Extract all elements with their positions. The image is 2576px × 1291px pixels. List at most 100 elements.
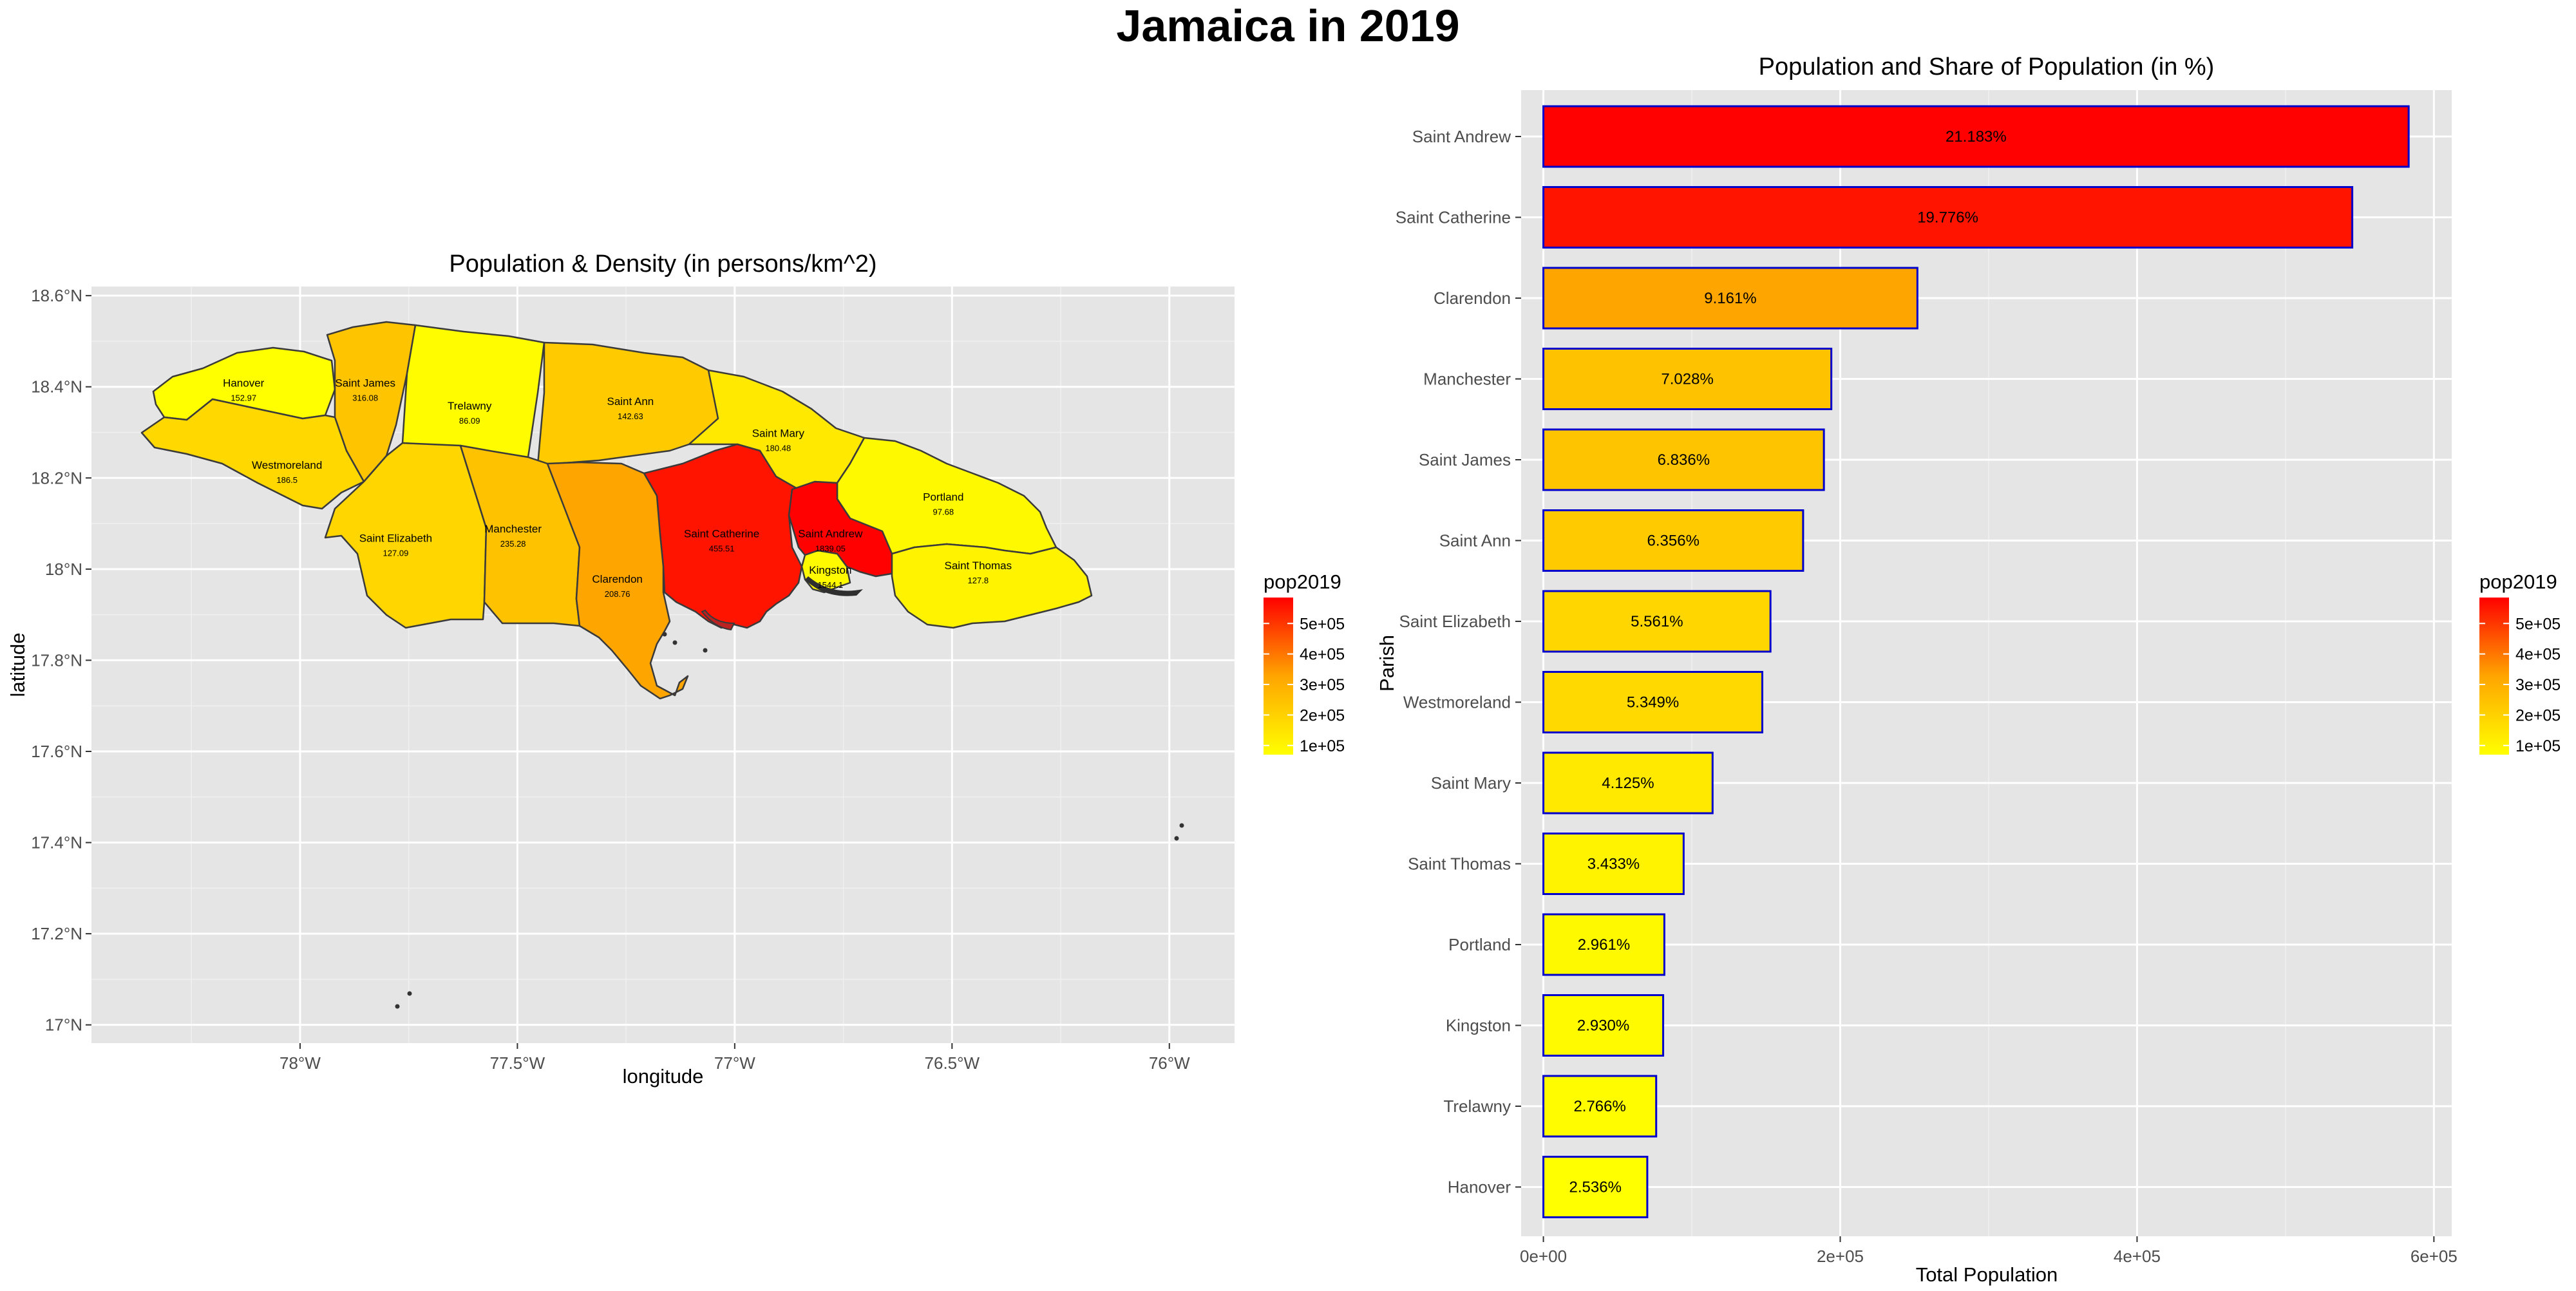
bar-category-label: Trelawny [1443,1097,1511,1116]
map-x-tick-label: 77°W [714,1053,755,1073]
bar-category-label: Saint James [1419,450,1511,469]
bar-legend-label: 3e+05 [2515,676,2561,694]
parish-density-label: 142.63 [618,411,643,421]
map-regions [140,321,1184,1009]
portland-bight-cays [701,609,735,631]
map-x-tick-label: 78°W [279,1053,321,1073]
bar-value-label: 5.561% [1631,613,1683,630]
parish-saint-catherine [643,443,803,629]
bar-legend-label: 4e+05 [2515,646,2561,664]
offshore-cay [407,991,412,996]
map-y-tick-label: 18.2°N [31,468,82,487]
parish-density-label: 127.09 [383,548,409,558]
parish-density-label: 86.09 [459,416,480,426]
bar-y-axis-label: Parish [1376,635,1398,692]
map-y-tick-label: 17.8°N [31,650,82,670]
parish-name-label: Portland [923,491,963,504]
bar [1542,994,1665,1057]
bar [1542,590,1772,653]
map-legend-title: pop2019 [1264,570,1341,593]
parish-name-label: Clarendon [592,573,642,585]
parish-clarendon [546,461,689,700]
map-y-tick-label: 17°N [45,1015,82,1035]
bar-value-label: 2.961% [1578,936,1630,954]
parish-density-label: 208.76 [605,589,630,599]
parish-density-label: 97.68 [933,507,954,517]
parish-name-label: Kingston [809,564,851,576]
map-legend-colorbar [1264,598,1293,755]
bar [1542,186,2354,249]
bar-title: Population and Share of Population (in %… [1759,53,2215,80]
bar-panel-background [1521,90,2452,1236]
bar-category-label: Kingston [1446,1016,1511,1035]
bar [1542,671,1764,733]
map-y-tick-label: 17.2°N [31,924,82,943]
parish-density-label: 1544.1 [817,580,843,590]
palisadoes-spit [805,576,863,596]
offshore-cay [1179,823,1184,828]
bar [1542,105,2410,168]
bar-value-label: 6.836% [1658,451,1710,469]
parish-name-label: Hanover [223,377,265,390]
map-y-tick-label: 18°N [45,560,82,579]
bar-value-label: 4.125% [1602,775,1654,792]
bar-legend-colorbar [2479,598,2509,755]
parish-name-label: Saint James [335,377,395,390]
bar-x-tick-label: 0e+00 [1520,1247,1567,1266]
map-labels: Hanover 152.97 Saint James 316.08 Trelawny 86… [223,377,1012,599]
bar-value-label: 2.766% [1573,1098,1625,1115]
bar [1542,428,1825,491]
parish-density-label: 186.5 [276,475,298,485]
bar-value-label: 6.356% [1647,532,1700,550]
bar-legend-label: 1e+05 [2515,737,2561,755]
parish-saint-james [326,321,417,483]
bar [1542,348,1833,410]
bar-category-label: Westmoreland [1403,693,1511,712]
figure-title: Jamaica in 2019 [1116,1,1460,51]
map-y-axis-label: latitude [6,633,29,697]
offshore-cay [703,648,708,653]
offshore-cay [1174,836,1179,841]
bar-legend-title: pop2019 [2479,570,2557,593]
bar-category-label: Saint Thomas [1408,854,1511,874]
parish-density-label: 316.08 [352,393,378,403]
offshore-cay [395,1004,400,1009]
map-y-tick-label: 17.4°N [31,833,82,853]
bar-category-label: Portland [1448,935,1511,954]
bar-legend-label: 2e+05 [2515,706,2561,724]
map-panel: 78°W 77.5°W 77°W 76.5°W 76°W 17°N 17.2°N 17.4°N… [6,250,1235,1088]
bar [1542,751,1714,815]
bar-value-label: 21.183% [1946,128,2007,146]
map-legend-label: 5e+05 [1300,615,1345,633]
bar-panel: 0e+00 2e+05 4e+05 6e+05 Saint Andrew Saint Ca… [1376,53,2458,1286]
map-legend-label: 4e+05 [1300,646,1345,664]
map-title: Population & Density (in persons/km^2) [449,250,876,278]
bar-category-label: Saint Mary [1431,773,1511,793]
bar-category-label: Saint Catherine [1396,208,1511,227]
parish-density-label: 1839.05 [815,543,846,553]
bar-legend: pop2019 1e+05 2e+05 3e+05 4e+05 5e+05 [2479,570,2561,755]
bar-x-axis-label: Total Population [1916,1263,2058,1286]
bar-value-label: 5.349% [1627,694,1679,711]
parish-density-label: 152.97 [231,393,256,403]
parish-name-label: Manchester [484,523,542,535]
bar-category-label: Manchester [1423,370,1511,389]
parish-name-label: Saint Thomas [945,560,1012,572]
map-x-tick-label: 77.5°W [490,1053,545,1073]
bar-value-label: 9.161% [1704,290,1756,307]
bar [1542,1075,1658,1138]
parish-name-label: Saint Catherine [684,527,759,540]
map-legend-label: 1e+05 [1300,737,1345,755]
parish-density-label: 235.28 [500,539,526,549]
parish-density-label: 180.48 [765,444,791,453]
bar-x-tick-label: 6e+05 [2410,1247,2458,1266]
bar-value-label: 3.433% [1587,856,1640,873]
bar [1542,267,1918,330]
map-y-tick-label: 17.6°N [31,742,82,761]
parish-name-label: Trelawny [448,400,492,412]
bar-category-label: Saint Elizabeth [1399,612,1511,631]
bar [1542,509,1804,572]
bar-x-tick-label: 4e+05 [2114,1247,2161,1266]
map-legend: pop2019 1e+05 2e+05 3e+05 4e+05 5e+05 [1264,570,1345,755]
